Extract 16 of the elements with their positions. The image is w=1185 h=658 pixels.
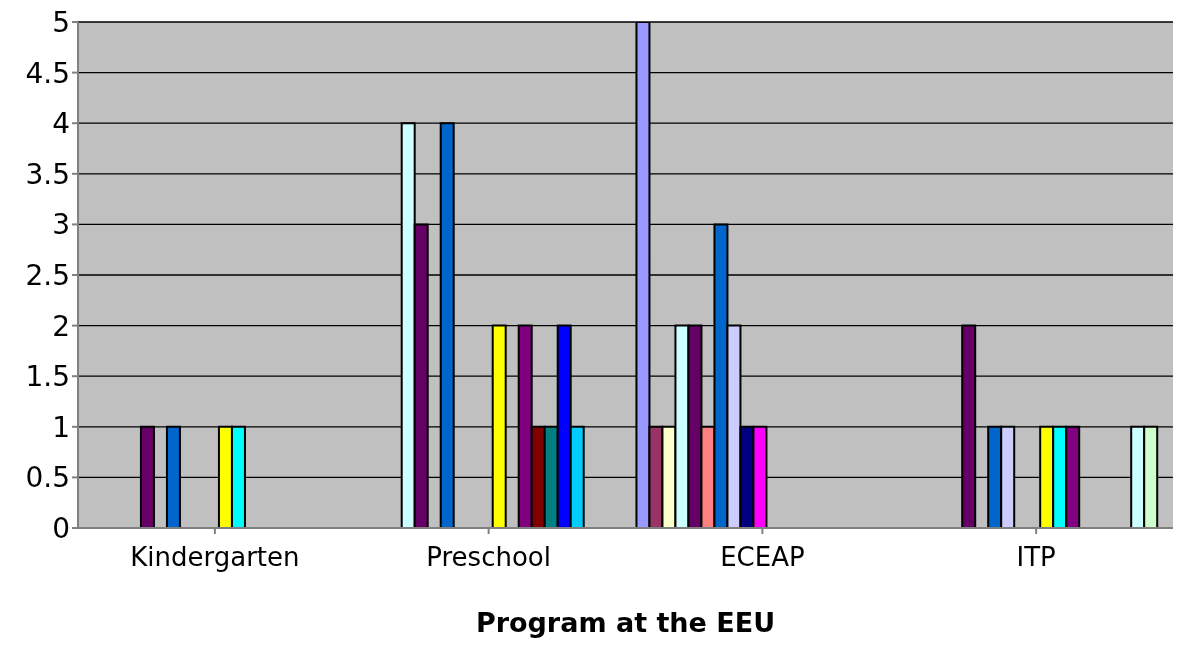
x-tick-label: Preschool bbox=[426, 542, 551, 573]
y-tick-label: 2 bbox=[52, 309, 70, 343]
y-tick-label: 1 bbox=[52, 410, 70, 444]
y-tick-label: 0.5 bbox=[25, 461, 70, 495]
y-tick-label: 1.5 bbox=[25, 360, 70, 394]
y-tick-label: 0 bbox=[52, 511, 70, 545]
y-tick-label: 3.5 bbox=[25, 157, 70, 191]
x-tick-label: ECEAP bbox=[720, 542, 805, 573]
y-tick-label: 2.5 bbox=[25, 258, 70, 292]
y-tick-label: 5 bbox=[52, 5, 70, 39]
y-tick-label: 3 bbox=[52, 208, 70, 242]
x-tick-label: Kindergarten bbox=[130, 542, 300, 573]
y-tick-label: 4 bbox=[52, 107, 70, 141]
y-tick-label: 4.5 bbox=[25, 56, 70, 90]
x-axis-title: Program at the EEU bbox=[475, 607, 776, 638]
x-tick-label: ITP bbox=[1016, 542, 1056, 573]
